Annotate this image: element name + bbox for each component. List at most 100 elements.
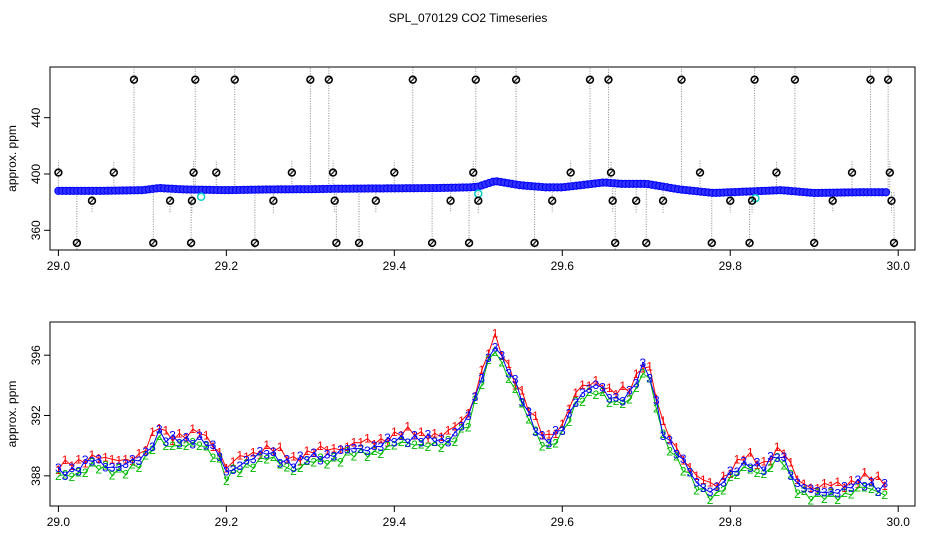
series-marker-1: 1 — [666, 432, 673, 446]
series-marker-2: 2 — [512, 382, 519, 396]
series-marker-1: 1 — [344, 440, 351, 454]
series-marker-2: 2 — [794, 487, 801, 501]
series-marker-2: 2 — [868, 482, 875, 496]
baseline-point — [881, 188, 891, 197]
series-marker-3: 3 — [525, 405, 532, 419]
series-marker-3: 3 — [478, 371, 485, 385]
spike-marker — [371, 196, 381, 205]
spike-marker-slash — [429, 240, 435, 246]
spike-marker-slash — [849, 170, 855, 176]
series-marker-3: 3 — [216, 450, 223, 464]
series-marker-3: 3 — [351, 441, 358, 455]
series-marker-2: 2 — [801, 484, 808, 498]
spike-marker — [354, 238, 364, 248]
series-marker-3: 3 — [75, 465, 82, 479]
spike-marker-slash — [270, 198, 276, 204]
x-tick-label: 29.4 — [383, 515, 407, 529]
series-marker-2: 2 — [774, 450, 781, 464]
spike-marker — [149, 238, 158, 248]
series-marker-1: 1 — [848, 473, 855, 487]
series-marker-3: 3 — [89, 454, 96, 468]
series-marker-1: 1 — [465, 407, 472, 421]
series-marker-3: 3 — [747, 461, 754, 475]
series-marker-2: 2 — [519, 397, 526, 411]
series-marker-3: 3 — [116, 460, 123, 474]
series-marker-2: 2 — [451, 435, 458, 449]
series-marker-2: 2 — [713, 485, 720, 499]
series-marker-2: 2 — [310, 455, 317, 469]
spike-marker-slash — [830, 198, 836, 204]
spike-marker — [606, 168, 616, 177]
spike-marker-slash — [111, 170, 117, 176]
series-marker-3: 3 — [539, 429, 546, 443]
bottom-panel: 29.0 29.2 29.4 29.6 29.8 30.0 388 392 396 approx.… — [5, 321, 916, 529]
series-marker-1: 1 — [546, 427, 553, 441]
series-marker-1: 1 — [680, 453, 687, 467]
series-marker-3: 3 — [841, 479, 848, 493]
y-tick-label: 440 — [29, 107, 43, 127]
spike-marker — [186, 238, 196, 248]
plot-frame — [49, 321, 916, 507]
series-marker-3: 3 — [290, 461, 297, 475]
series-marker-1: 1 — [781, 447, 788, 461]
series-marker-1: 1 — [425, 432, 432, 446]
series-marker-1: 1 — [458, 414, 465, 428]
series-marker-3: 3 — [787, 469, 794, 483]
series-marker-1: 1 — [754, 458, 761, 472]
series-marker-2: 2 — [109, 469, 116, 483]
series-marker-1: 1 — [734, 452, 741, 466]
series-marker-2: 2 — [727, 470, 734, 484]
series-marker-1: 1 — [720, 469, 727, 483]
series-marker-3: 3 — [142, 445, 149, 459]
series-marker-3: 3 — [626, 384, 633, 398]
series-marker-1: 1 — [660, 414, 667, 428]
series-marker-2: 2 — [95, 463, 102, 477]
spike-marker-slash — [356, 240, 362, 246]
spike-marker — [707, 238, 716, 248]
series-marker-1: 1 — [700, 473, 707, 487]
series-marker-3: 3 — [317, 453, 324, 467]
series-marker-1: 1 — [169, 434, 176, 448]
series-marker-2: 2 — [68, 470, 75, 484]
series-marker-3: 3 — [552, 424, 559, 438]
series-marker-2: 2 — [552, 437, 559, 451]
series-marker-3: 3 — [344, 443, 351, 457]
spike-marker — [191, 75, 200, 84]
series-marker-1: 1 — [391, 425, 398, 439]
series-marker-3: 3 — [55, 461, 62, 475]
x-tick-label: 29.2 — [215, 515, 239, 529]
series-marker-3: 3 — [163, 435, 170, 449]
spike-marker — [677, 75, 686, 84]
series-marker-2: 2 — [55, 469, 62, 483]
series-marker-1: 1 — [384, 436, 391, 450]
series-marker-1: 1 — [156, 422, 163, 436]
series-marker-2: 2 — [149, 443, 156, 457]
series-marker-3: 3 — [767, 449, 774, 463]
series-marker-1: 1 — [176, 426, 183, 440]
series-marker-2: 2 — [599, 385, 606, 399]
series-marker-1: 1 — [196, 427, 203, 441]
series-marker-2: 2 — [364, 450, 371, 464]
series-marker-3: 3 — [512, 373, 519, 387]
series-marker-2: 2 — [613, 394, 620, 408]
series-marker-1: 1 — [834, 475, 841, 489]
series-marker-3: 3 — [283, 452, 290, 466]
series-marker-3: 3 — [156, 423, 163, 437]
series-marker-2: 2 — [808, 493, 815, 507]
spike-marker — [269, 196, 278, 205]
spike-marker-slash — [330, 170, 336, 176]
spike-marker-slash — [549, 198, 555, 204]
spike-marker — [658, 196, 668, 205]
series-marker-3: 3 — [109, 460, 116, 474]
series-marker-3: 3 — [633, 377, 640, 391]
series-marker-1: 1 — [95, 452, 102, 466]
series-marker-1: 1 — [828, 479, 835, 493]
spike-marker — [474, 196, 483, 205]
spike-marker-slash — [475, 198, 481, 204]
series-marker-1: 1 — [619, 379, 626, 393]
spike-marker — [585, 75, 595, 84]
series-marker-1: 1 — [230, 455, 237, 469]
spike-marker — [332, 238, 341, 248]
series-marker-1: 1 — [210, 440, 217, 454]
spike-marker — [324, 75, 334, 84]
